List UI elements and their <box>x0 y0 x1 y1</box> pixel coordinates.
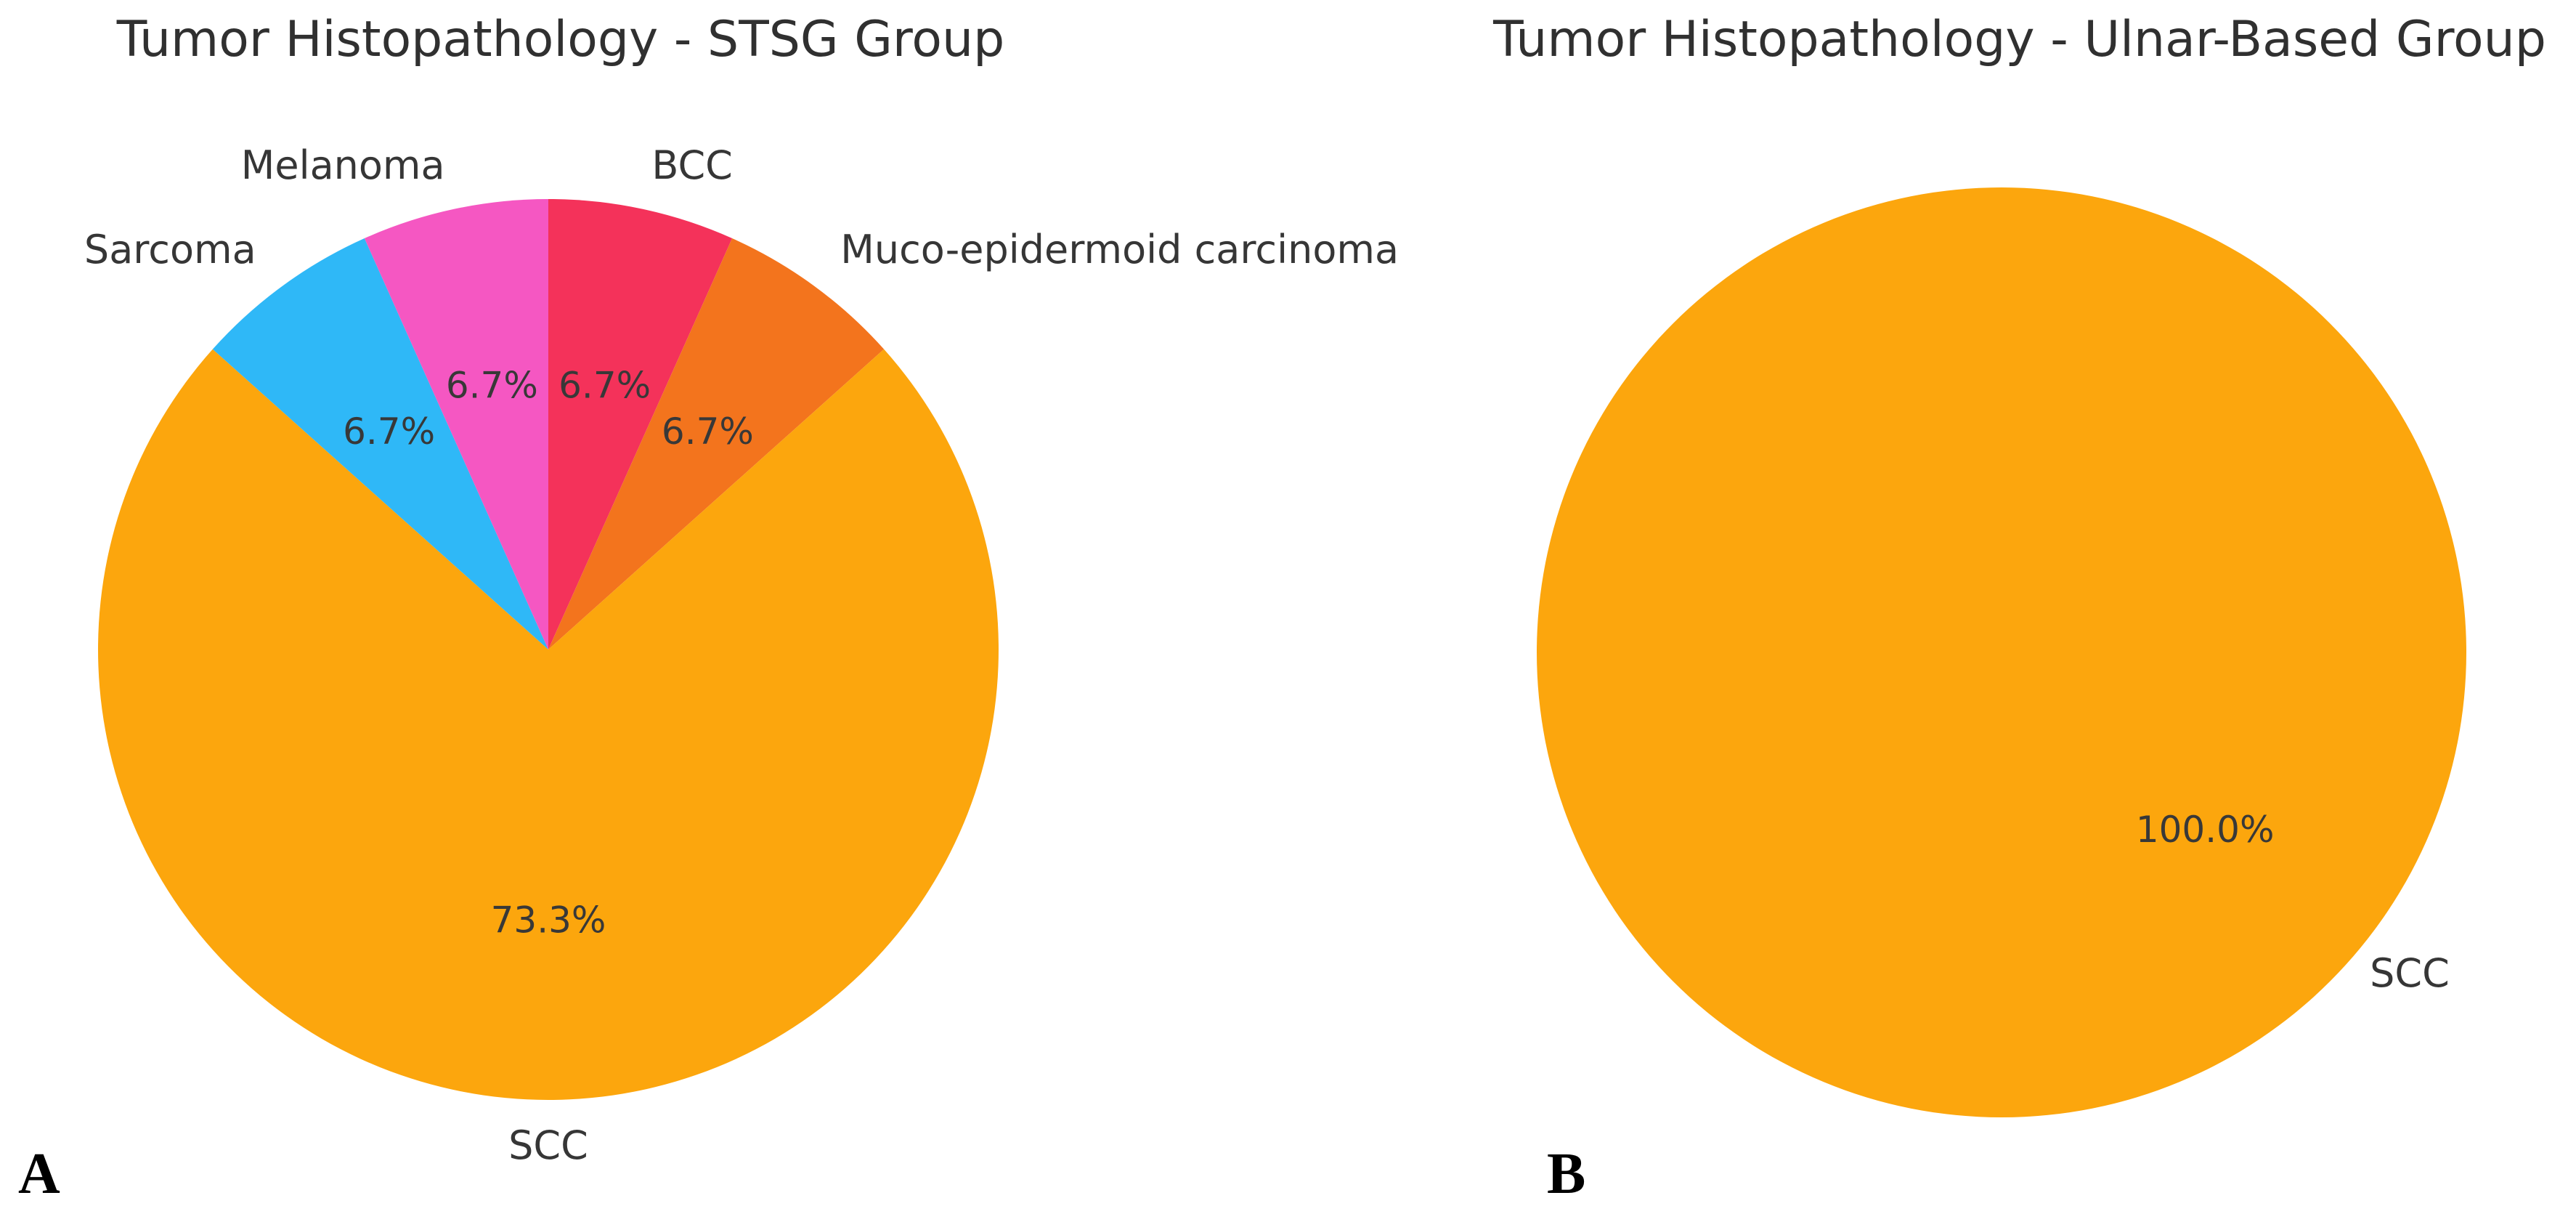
chart-title-stsg: Tumor Histopathology - STSG Group <box>116 11 1005 68</box>
pie-slice-bcc <box>548 199 733 649</box>
panel-stsg-group: Tumor Histopathology - STSG Group 6.7% BC… <box>0 0 1399 1205</box>
pct-label-sarcoma: 6.7% <box>343 410 435 453</box>
slice-label-scc: SCC <box>508 1122 588 1168</box>
panel-letter-b: B <box>1547 1142 1586 1206</box>
pie-chart-stsg: 6.7% BCC 6.7% Muco-epidermoid carcinoma 73.3… <box>84 142 1399 1168</box>
pct-label-bcc: 6.7% <box>558 365 651 407</box>
pie-slice-muco-epidermoid-carcinoma <box>548 238 885 649</box>
slice-label-muco-epidermoid-carcinoma: Muco-epidermoid carcinoma <box>840 227 1399 272</box>
slice-label-bcc: BCC <box>651 142 733 188</box>
panel-ulnar-based-group: Tumor Histopathology - Ulnar-Based Group… <box>1288 0 2576 1205</box>
slice-label-sarcoma: Sarcoma <box>84 227 256 272</box>
pie-slice-sarcoma <box>212 238 548 649</box>
pct-label-scc: 73.3% <box>491 899 606 942</box>
pct-label-melanoma: 6.7% <box>446 365 538 407</box>
panel-letter-a: A <box>18 1142 60 1206</box>
pie-slice-melanoma <box>364 199 548 649</box>
pct-label-muco-epidermoid-carcinoma: 6.7% <box>662 410 754 453</box>
slice-label-melanoma: Melanoma <box>241 142 445 188</box>
pie-slice-scc <box>1537 187 2466 1117</box>
chart-title-ulnar-based: Tumor Histopathology - Ulnar-Based Group <box>1493 11 2546 68</box>
pie-slice-scc <box>97 349 999 1101</box>
pie-chart-ulnar-based: 100.0% SCC <box>1537 187 2466 1117</box>
pct-label-scc: 100.0% <box>2136 809 2275 851</box>
slice-label-scc: SCC <box>2370 950 2450 996</box>
